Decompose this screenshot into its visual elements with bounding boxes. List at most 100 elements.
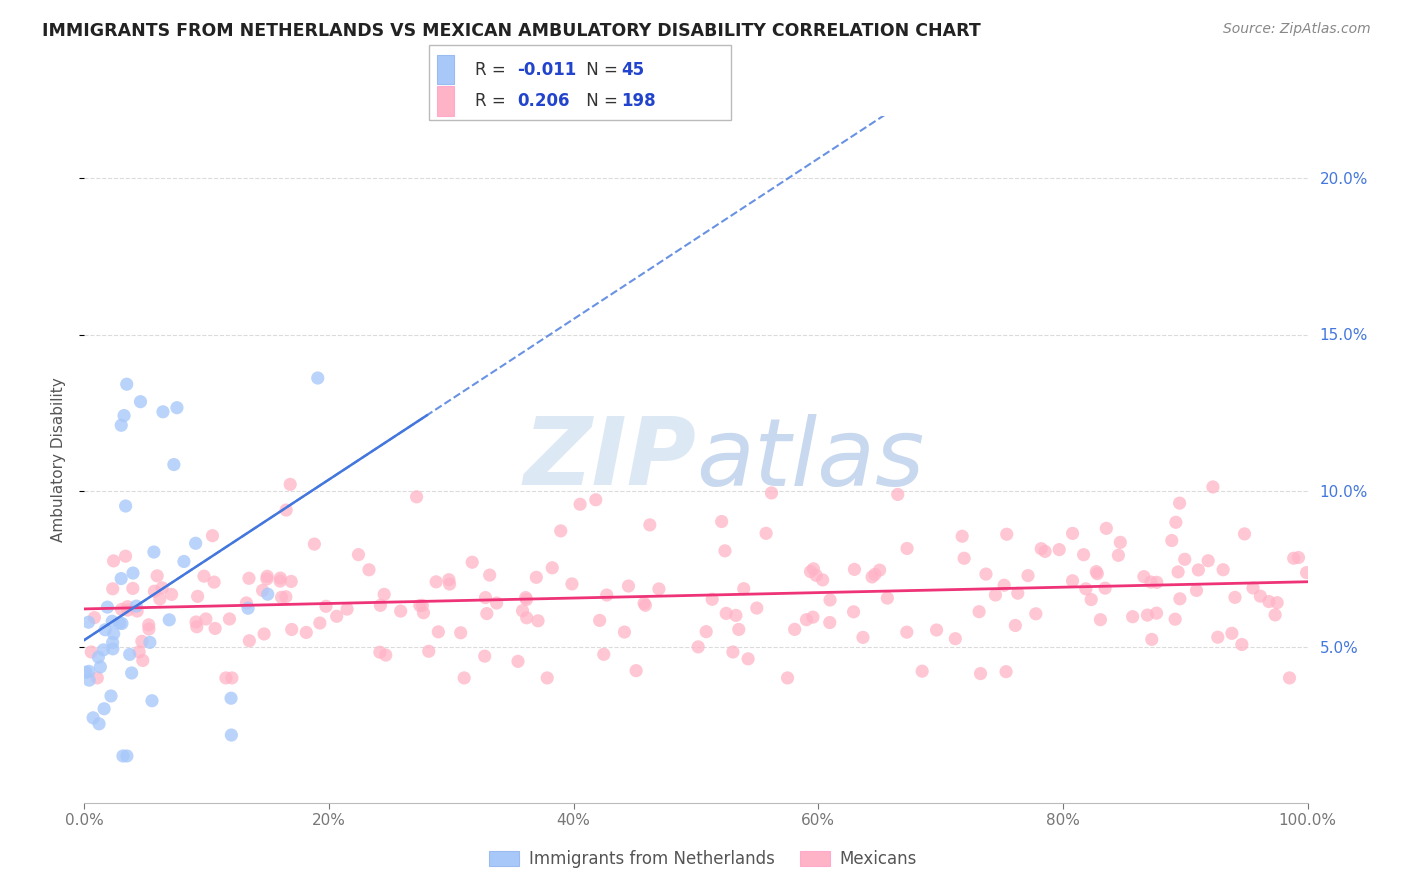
Point bbox=[315, 599, 337, 614]
Point bbox=[256, 587, 278, 601]
Point bbox=[585, 492, 607, 507]
Point bbox=[801, 610, 824, 624]
Point bbox=[194, 612, 217, 626]
Point bbox=[141, 694, 163, 708]
Point bbox=[1164, 516, 1187, 530]
Point bbox=[80, 645, 103, 659]
Point bbox=[336, 602, 359, 616]
Point bbox=[818, 593, 841, 607]
Point bbox=[1278, 671, 1301, 685]
Point bbox=[270, 591, 292, 605]
Point bbox=[357, 563, 380, 577]
Point bbox=[516, 611, 538, 625]
Point bbox=[256, 572, 278, 586]
Point bbox=[93, 643, 115, 657]
Point bbox=[541, 561, 564, 575]
Point bbox=[799, 565, 821, 579]
Point bbox=[101, 635, 124, 649]
Point bbox=[425, 574, 447, 589]
Point bbox=[1220, 626, 1243, 640]
Point bbox=[716, 607, 738, 621]
Point bbox=[96, 600, 118, 615]
Text: R =: R = bbox=[475, 92, 512, 110]
Point bbox=[108, 616, 131, 631]
Point bbox=[94, 623, 117, 637]
Point bbox=[221, 671, 243, 685]
Point bbox=[83, 610, 105, 624]
Point bbox=[93, 702, 115, 716]
Point bbox=[1136, 608, 1159, 623]
Point bbox=[439, 577, 461, 591]
Point bbox=[187, 590, 209, 604]
Point bbox=[842, 605, 865, 619]
Point bbox=[569, 497, 592, 511]
Point bbox=[1080, 592, 1102, 607]
Point bbox=[221, 728, 243, 742]
Point bbox=[111, 749, 134, 764]
Point bbox=[783, 623, 806, 637]
Point bbox=[974, 567, 997, 582]
Point bbox=[984, 588, 1007, 602]
Point bbox=[280, 623, 302, 637]
Point bbox=[1206, 630, 1229, 644]
Y-axis label: Ambulatory Disability: Ambulatory Disability bbox=[51, 377, 66, 541]
Point bbox=[638, 517, 661, 532]
Point bbox=[450, 625, 472, 640]
Point bbox=[1233, 527, 1256, 541]
Point bbox=[524, 570, 547, 584]
Point bbox=[1031, 541, 1053, 556]
Point bbox=[1264, 607, 1286, 622]
Point bbox=[634, 599, 657, 613]
Point bbox=[409, 599, 432, 613]
Point bbox=[733, 582, 755, 596]
Point bbox=[1109, 535, 1132, 549]
Point bbox=[218, 612, 240, 626]
Point bbox=[804, 568, 827, 582]
Point bbox=[755, 526, 778, 541]
Point bbox=[101, 582, 124, 596]
Point bbox=[252, 583, 274, 598]
Point bbox=[648, 582, 671, 596]
Point bbox=[280, 574, 302, 589]
Point bbox=[1202, 480, 1225, 494]
Point bbox=[219, 691, 242, 706]
Point bbox=[1187, 563, 1209, 577]
Point bbox=[411, 599, 433, 613]
Point bbox=[269, 574, 291, 588]
Point bbox=[269, 571, 291, 585]
Point bbox=[1007, 586, 1029, 600]
Point bbox=[236, 601, 259, 615]
Point bbox=[347, 548, 370, 562]
Point bbox=[77, 673, 100, 688]
Point bbox=[1074, 582, 1097, 596]
Point bbox=[1146, 575, 1168, 590]
Point bbox=[461, 555, 484, 569]
Text: N =: N = bbox=[581, 61, 623, 78]
Point bbox=[911, 664, 934, 678]
Point bbox=[1167, 565, 1189, 579]
Point bbox=[796, 613, 818, 627]
Point bbox=[896, 541, 918, 556]
Point bbox=[1090, 613, 1112, 627]
Point bbox=[1168, 496, 1191, 510]
Point bbox=[512, 604, 534, 618]
Point bbox=[75, 665, 97, 680]
Point bbox=[950, 529, 973, 543]
Point bbox=[202, 575, 225, 590]
Point bbox=[215, 671, 238, 685]
Point bbox=[1212, 563, 1234, 577]
Point bbox=[437, 573, 460, 587]
Point bbox=[550, 524, 572, 538]
Point bbox=[142, 545, 165, 559]
Point bbox=[896, 625, 918, 640]
Point bbox=[995, 665, 1018, 679]
Point bbox=[1140, 632, 1163, 647]
Point bbox=[110, 418, 132, 433]
Point bbox=[87, 650, 110, 665]
Point bbox=[588, 614, 610, 628]
Point bbox=[103, 627, 125, 641]
Point bbox=[1223, 591, 1246, 605]
Point bbox=[863, 567, 886, 582]
Point bbox=[993, 578, 1015, 592]
Point bbox=[77, 615, 100, 630]
